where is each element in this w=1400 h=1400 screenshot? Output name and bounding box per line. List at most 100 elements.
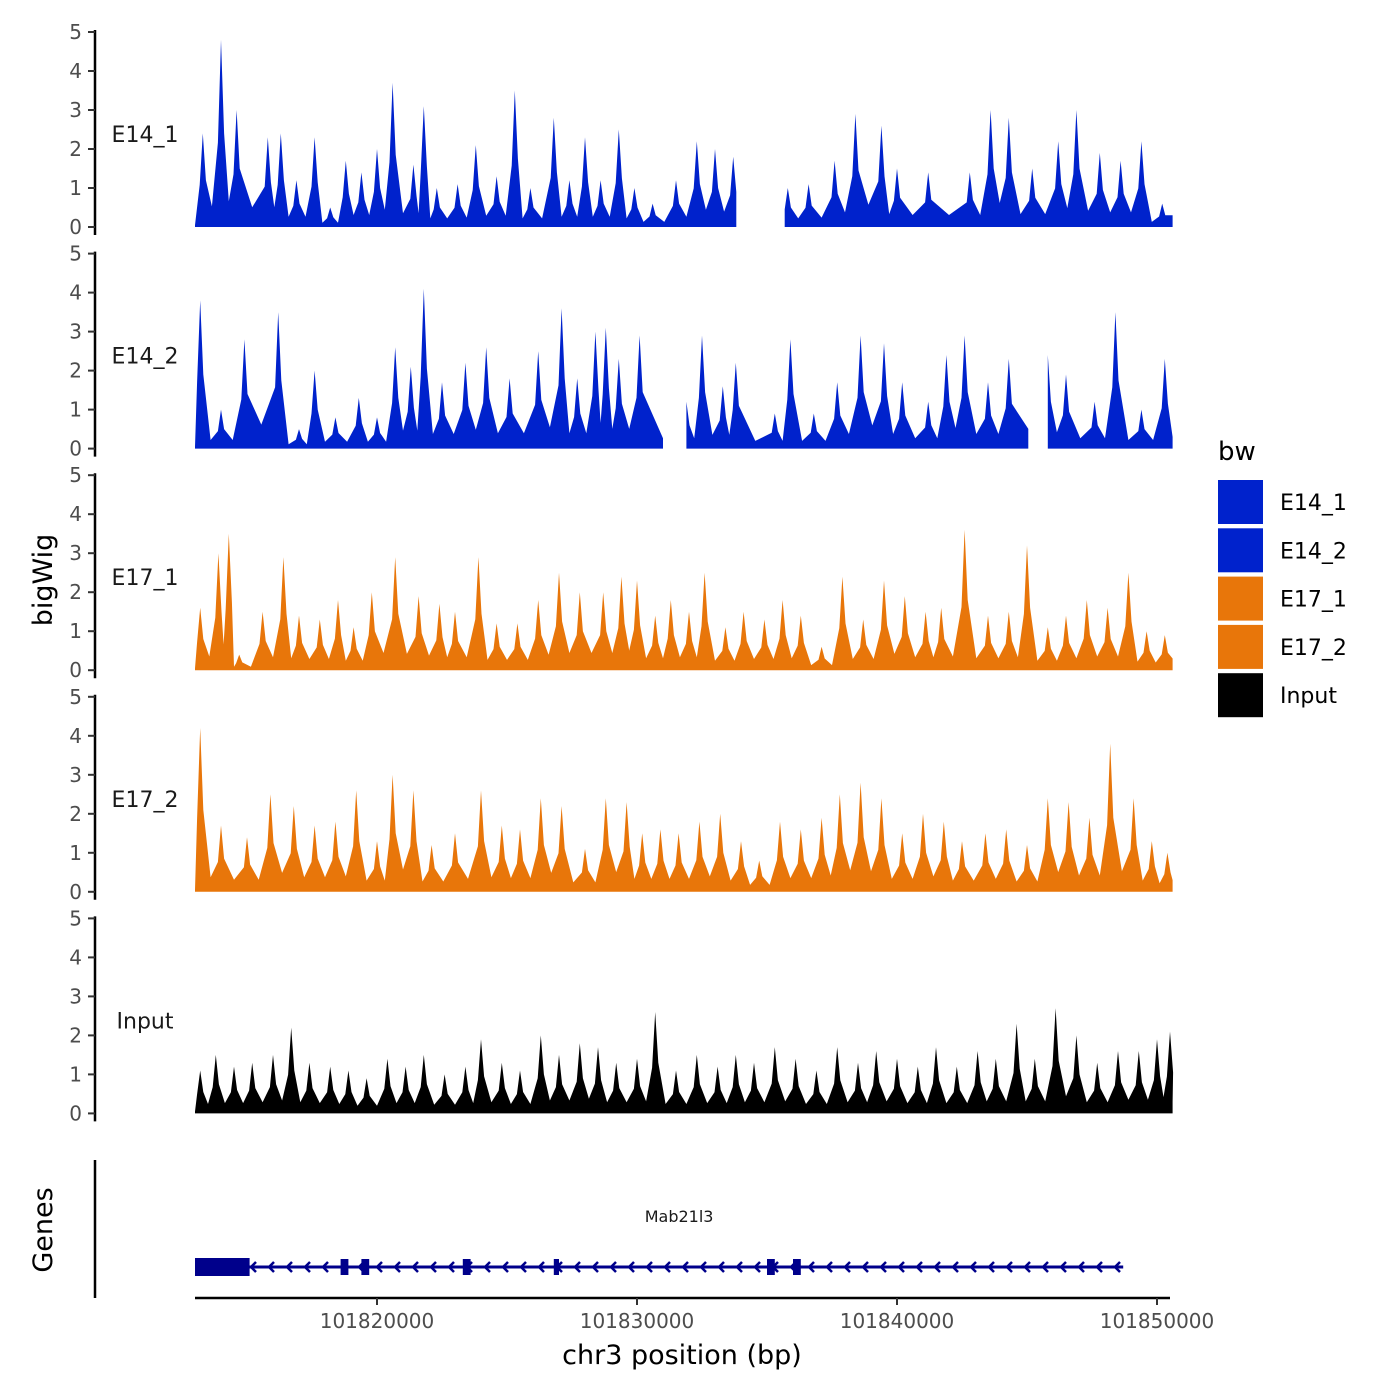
legend-swatch (1218, 480, 1263, 524)
y-tick-label: 0 (69, 437, 82, 461)
y-tick-label: 3 (69, 763, 82, 787)
x-tick-label: 101820000 (320, 1309, 435, 1333)
strand-arrow (645, 1261, 653, 1273)
strand-arrow (267, 1261, 275, 1273)
strand-arrow (897, 1261, 905, 1273)
signal-area (784, 110, 1173, 227)
y-tick-label: 0 (69, 880, 82, 904)
gene-model: Mab21l3 (195, 1207, 1124, 1276)
strand-arrow (879, 1261, 887, 1273)
strand-arrow (1113, 1261, 1121, 1273)
signal-area (195, 529, 1173, 671)
strand-arrow (483, 1261, 491, 1273)
y-tick-label: 2 (69, 137, 82, 161)
signal-area (686, 335, 1029, 449)
gene-name-label: Mab21l3 (645, 1207, 714, 1226)
y-tick-label: 1 (69, 176, 82, 200)
y-tick-label: 2 (69, 1023, 82, 1047)
genes-track: Mab21l3 (93, 1160, 1124, 1298)
y-tick-label: 0 (69, 1101, 82, 1125)
strand-arrow (429, 1261, 437, 1273)
strand-arrow (1005, 1261, 1013, 1273)
y-tick-label: 5 (69, 463, 82, 487)
y-tick-label: 1 (69, 619, 82, 643)
x-axis: 101820000 101830000 101840000 101850000 (195, 1296, 1214, 1333)
exon (553, 1259, 559, 1275)
legend-swatch (1218, 673, 1263, 718)
strand-arrow (699, 1261, 707, 1273)
y-axis-title: bigWig (28, 534, 59, 627)
strand-arrow (825, 1261, 833, 1273)
track-panel-e17-1: 0 1 2 3 4 5 E17_1 (69, 463, 1173, 682)
signal-area (195, 1008, 1174, 1114)
strand-arrow (1041, 1261, 1049, 1273)
strand-arrow (717, 1261, 725, 1273)
strand-arrow (969, 1261, 977, 1273)
strand-arrow (303, 1261, 311, 1273)
strand-arrow (735, 1261, 743, 1273)
strand-arrow (753, 1261, 761, 1273)
strand-arrow (519, 1261, 527, 1273)
y-tick-label: 5 (69, 685, 82, 709)
strand-arrow (663, 1261, 671, 1273)
strand-arrow (987, 1261, 995, 1273)
y-tick-label: 3 (69, 320, 82, 344)
strand-arrow (609, 1261, 617, 1273)
legend-title: bw (1218, 437, 1256, 467)
track-panel-input: 0 1 2 3 4 5 Input (69, 906, 1174, 1125)
strand-arrow (285, 1261, 293, 1273)
track-panel-e14-2: 0 1 2 3 4 5 E14_2 (69, 242, 1173, 461)
y-tick-label: 2 (69, 359, 82, 383)
y-tick-label: 2 (69, 802, 82, 826)
y-tick-label: 4 (69, 281, 82, 305)
track-panel-e14-1: 0 1 2 3 4 5 E14_1 (69, 20, 1173, 239)
strand-arrow (951, 1261, 959, 1273)
legend-label: E17_1 (1280, 588, 1347, 613)
y-tick-label: 2 (69, 580, 82, 604)
tracks-layer: 0 1 2 3 4 5 E14_1 0 1 2 3 4 5 E14_2 0 1 2 3 4 5 E17_1 0 1 2 3 4 5 E… (69, 20, 1174, 1125)
exon (767, 1259, 775, 1275)
signal-area (195, 288, 663, 449)
strand-arrow (375, 1261, 383, 1273)
x-axis-title: chr3 position (bp) (562, 1340, 802, 1371)
y-tick-label: 0 (69, 658, 82, 682)
signal-area (1047, 312, 1173, 449)
signal-area (195, 39, 737, 227)
y-tick-label: 4 (69, 59, 82, 83)
strand-arrow (1095, 1261, 1103, 1273)
strand-arrow (1059, 1261, 1067, 1273)
exon (793, 1259, 801, 1275)
strand-arrow (807, 1261, 815, 1273)
y-tick-label: 1 (69, 398, 82, 422)
strand-arrow (681, 1261, 689, 1273)
track-label: E17_2 (112, 788, 179, 813)
exon (340, 1259, 349, 1275)
strand-arrow (249, 1261, 257, 1273)
track-label: E17_1 (112, 566, 179, 591)
legend-swatch (1218, 624, 1263, 669)
legend-swatch (1218, 576, 1263, 621)
y-tick-label: 1 (69, 841, 82, 865)
y-tick-label: 4 (69, 724, 82, 748)
y-tick-label: 1 (69, 1062, 82, 1086)
strand-arrow (573, 1261, 581, 1273)
legend-label: E14_2 (1280, 539, 1347, 564)
strand-arrow (393, 1261, 401, 1273)
legend-swatch (1218, 528, 1263, 573)
strand-arrow (933, 1261, 941, 1273)
strand-arrow (591, 1261, 599, 1273)
strand-arrow (321, 1261, 329, 1273)
legend-label: E17_2 (1280, 636, 1347, 661)
strand-arrow (1023, 1261, 1031, 1273)
strand-arrow (843, 1261, 851, 1273)
legend-label: E14_1 (1280, 491, 1347, 516)
x-tick-label: 101840000 (840, 1309, 955, 1333)
y-tick-label: 3 (69, 541, 82, 565)
x-tick-label: 101830000 (580, 1309, 695, 1333)
y-tick-label: 5 (69, 20, 82, 44)
strand-arrow (411, 1261, 419, 1273)
exon (361, 1259, 370, 1275)
strand-arrow (861, 1261, 869, 1273)
strand-arrow (1077, 1261, 1085, 1273)
